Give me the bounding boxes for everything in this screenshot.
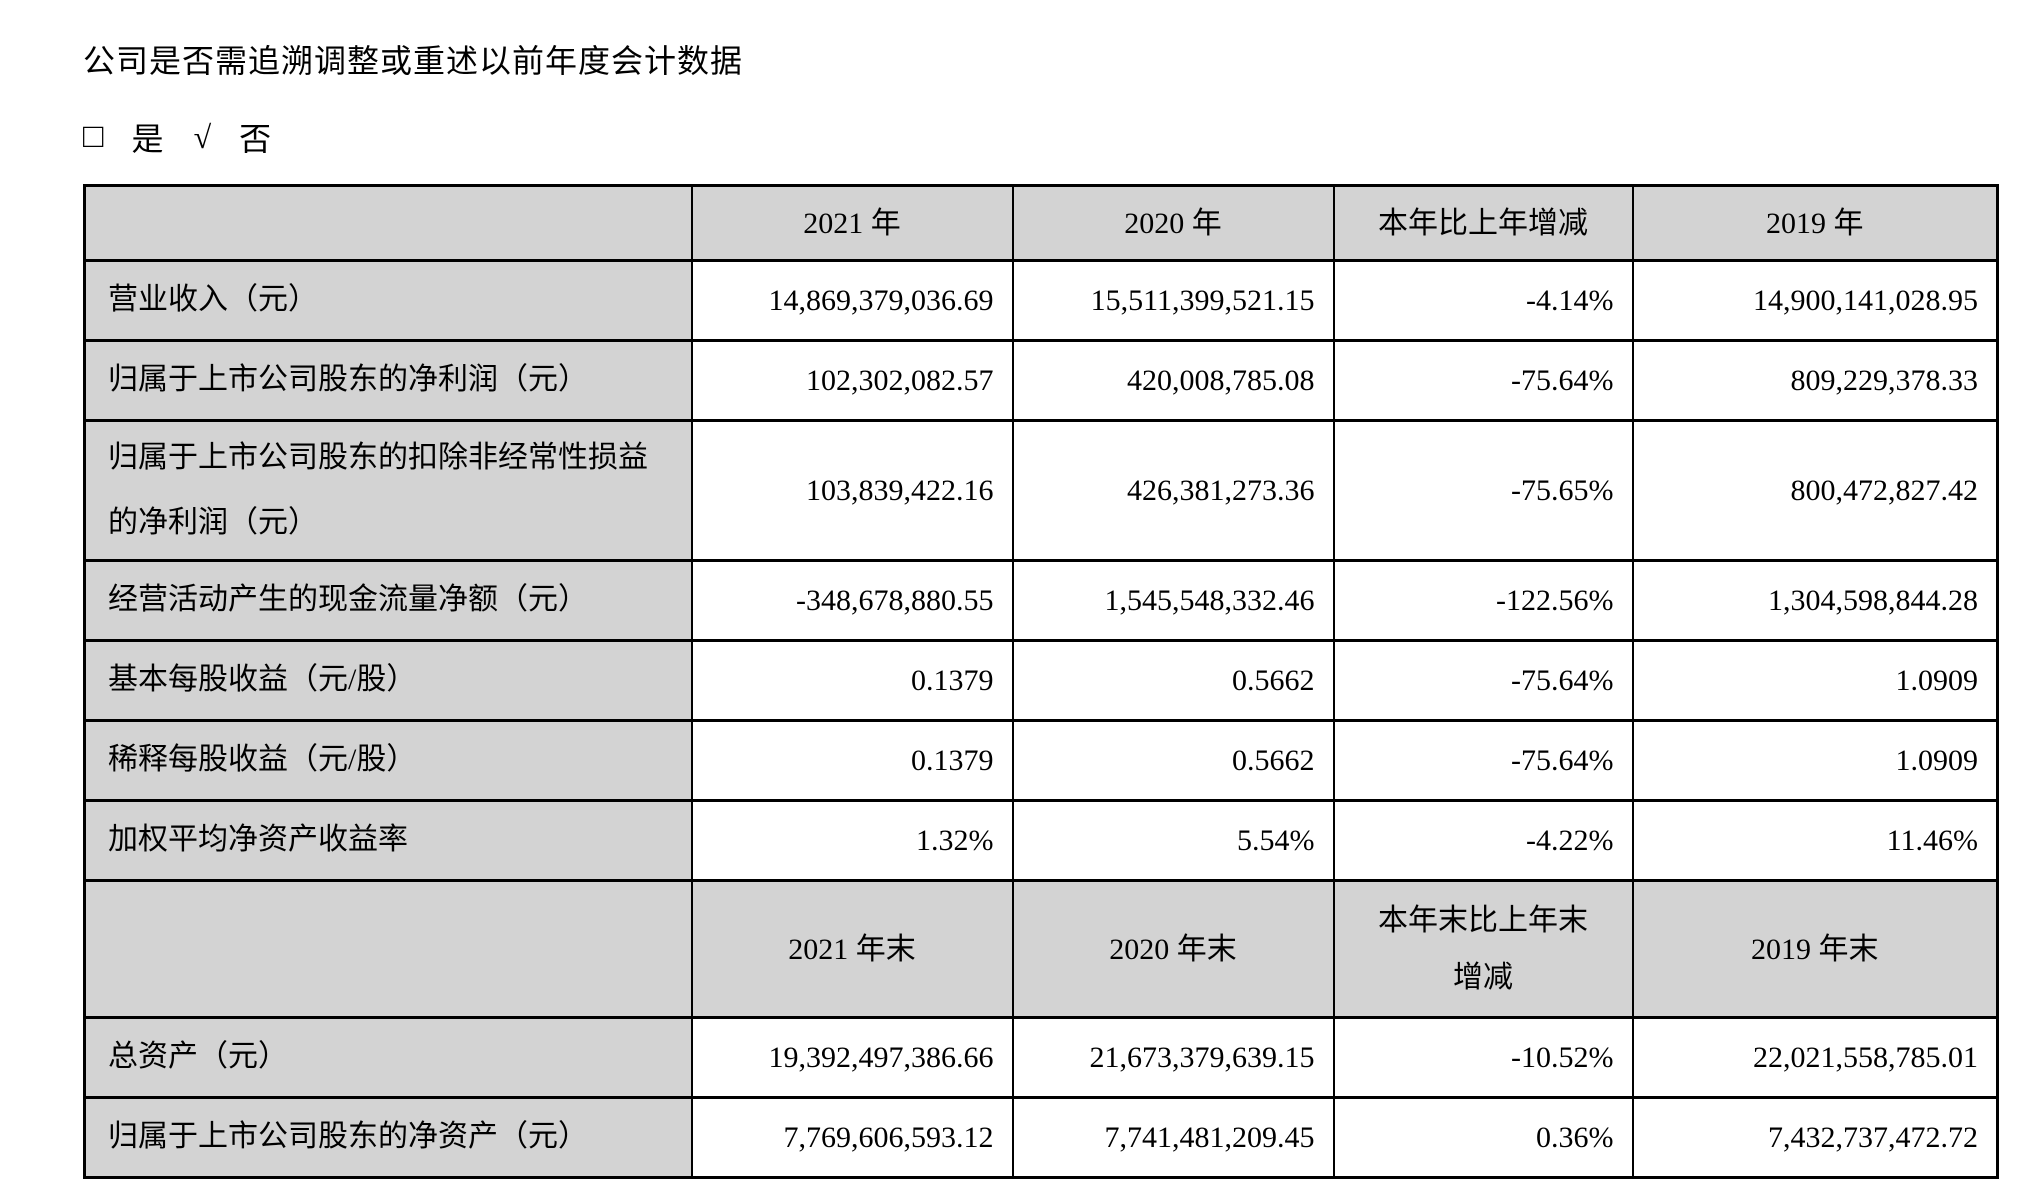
yes-label: 是 [131, 121, 164, 157]
value-change-cell: -10.52% [1332, 1016, 1634, 1099]
header-2020-yearend: 2020 年末 [1011, 879, 1335, 1019]
header-blank-cell [83, 184, 693, 262]
value-2019-cell: 1.0909 [1631, 719, 1999, 802]
value-change-cell: 0.36% [1332, 1096, 1634, 1179]
row-label-cell: 总资产（元） [83, 1016, 693, 1099]
value-2021-cell: 102,302,082.57 [690, 339, 1014, 422]
no-label: 否 [239, 121, 272, 157]
row-diluted-eps: 稀释每股收益（元/股） 0.1379 0.5662 -75.64% 1.0909 [83, 719, 1999, 802]
header-2019-yearend: 2019 年末 [1631, 879, 1999, 1019]
row-net-assets: 归属于上市公司股东的净资产（元） 7,769,606,593.12 7,741,… [83, 1096, 1999, 1179]
header-yoy-change: 本年比上年增减 [1332, 184, 1634, 262]
value-change-cell: -75.65% [1332, 419, 1634, 562]
value-change-cell: -122.56% [1332, 559, 1634, 642]
row-net-profit-excl-nonrecurring: 归属于上市公司股东的扣除非经常性损益的净利润（元） 103,839,422.16… [83, 419, 1999, 562]
value-2019-cell: 800,472,827.42 [1631, 419, 1999, 562]
key-financials-table: 2021 年 2020 年 本年比上年增减 2019 年 营业收入（元） 14,… [83, 184, 1999, 1179]
value-change-cell: -4.14% [1332, 259, 1634, 342]
header-blank-cell [83, 879, 693, 1019]
value-change-cell: -75.64% [1332, 639, 1634, 722]
header-2021: 2021 年 [690, 184, 1014, 262]
value-2020-cell: 5.54% [1011, 799, 1335, 882]
row-label-cell: 加权平均净资产收益率 [83, 799, 693, 882]
value-2021-cell: 14,869,379,036.69 [690, 259, 1014, 342]
header-yearend-change: 本年末比上年末 增减 [1332, 879, 1634, 1019]
value-2019-cell: 809,229,378.33 [1631, 339, 1999, 422]
row-label-cell: 经营活动产生的现金流量净额（元） [83, 559, 693, 642]
value-2019-cell: 1,304,598,844.28 [1631, 559, 1999, 642]
value-2019-cell: 7,432,737,472.72 [1631, 1096, 1999, 1179]
value-2020-cell: 420,008,785.08 [1011, 339, 1335, 422]
row-label-cell: 稀释每股收益（元/股） [83, 719, 693, 802]
value-2019-cell: 11.46% [1631, 799, 1999, 882]
row-operating-cash-flow: 经营活动产生的现金流量净额（元） -348,678,880.55 1,545,5… [83, 559, 1999, 642]
header-2021-yearend: 2021 年末 [690, 879, 1014, 1019]
value-change-cell: -75.64% [1332, 339, 1634, 422]
yearend-header-row: 2021 年末 2020 年末 本年末比上年末 增减 2019 年末 [83, 879, 1999, 1019]
header-2020: 2020 年 [1011, 184, 1335, 262]
check-mark-icon: √ [193, 118, 212, 155]
period-header-row: 2021 年 2020 年 本年比上年增减 2019 年 [83, 184, 1999, 262]
value-change-cell: -75.64% [1332, 719, 1634, 802]
yes-no-checkline: □ 是 √ 否 [83, 114, 2022, 160]
row-basic-eps: 基本每股收益（元/股） 0.1379 0.5662 -75.64% 1.0909 [83, 639, 1999, 722]
value-2020-cell: 0.5662 [1011, 719, 1335, 802]
value-2020-cell: 21,673,379,639.15 [1011, 1016, 1335, 1099]
row-net-profit: 归属于上市公司股东的净利润（元） 102,302,082.57 420,008,… [83, 339, 1999, 422]
value-2021-cell: 1.32% [690, 799, 1014, 882]
retrospective-adjustment-question: 公司是否需追溯调整或重述以前年度会计数据 [83, 43, 744, 79]
value-2019-cell: 14,900,141,028.95 [1631, 259, 1999, 342]
row-weighted-avg-roe: 加权平均净资产收益率 1.32% 5.54% -4.22% 11.46% [83, 799, 1999, 882]
value-2021-cell: 7,769,606,593.12 [690, 1096, 1014, 1179]
value-2021-cell: 19,392,497,386.66 [690, 1016, 1014, 1099]
value-change-cell: -4.22% [1332, 799, 1634, 882]
row-total-assets: 总资产（元） 19,392,497,386.66 21,673,379,639.… [83, 1016, 1999, 1099]
value-2020-cell: 15,511,399,521.15 [1011, 259, 1335, 342]
row-label-cell: 归属于上市公司股东的扣除非经常性损益的净利润（元） [83, 419, 693, 562]
checkbox-unchecked-icon: □ [83, 118, 104, 155]
row-label-cell: 归属于上市公司股东的净资产（元） [83, 1096, 693, 1179]
header-2019: 2019 年 [1631, 184, 1999, 262]
value-2020-cell: 426,381,273.36 [1011, 419, 1335, 562]
value-2020-cell: 7,741,481,209.45 [1011, 1096, 1335, 1179]
value-2021-cell: -348,678,880.55 [690, 559, 1014, 642]
value-2021-cell: 0.1379 [690, 639, 1014, 722]
value-2021-cell: 0.1379 [690, 719, 1014, 802]
row-label-cell: 归属于上市公司股东的净利润（元） [83, 339, 693, 422]
value-2019-cell: 22,021,558,785.01 [1631, 1016, 1999, 1099]
value-2021-cell: 103,839,422.16 [690, 419, 1014, 562]
value-2020-cell: 0.5662 [1011, 639, 1335, 722]
value-2020-cell: 1,545,548,332.46 [1011, 559, 1335, 642]
row-label-cell: 营业收入（元） [83, 259, 693, 342]
row-label-cell: 基本每股收益（元/股） [83, 639, 693, 722]
row-operating-revenue: 营业收入（元） 14,869,379,036.69 15,511,399,521… [83, 259, 1999, 342]
value-2019-cell: 1.0909 [1631, 639, 1999, 722]
